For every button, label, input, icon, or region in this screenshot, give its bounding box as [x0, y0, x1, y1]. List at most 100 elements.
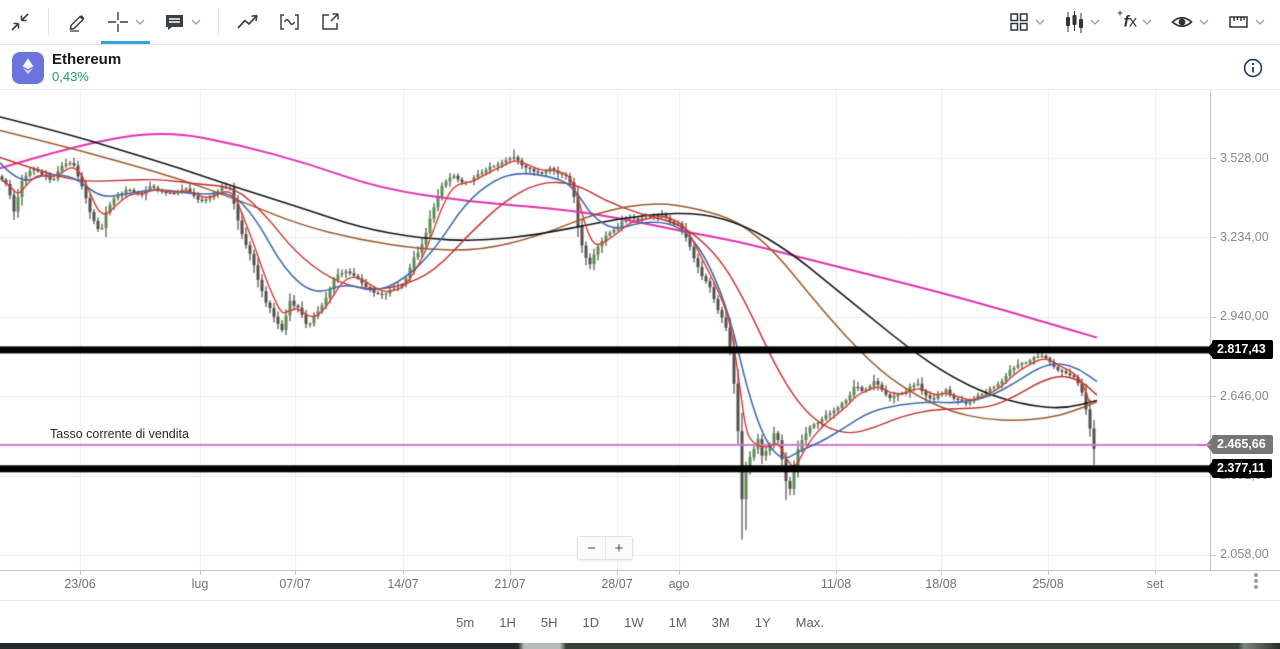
- ruler-icon: [1227, 11, 1250, 33]
- header-divider: [0, 89, 1280, 90]
- candlestick-icon: [1063, 10, 1085, 34]
- zoom-in-button[interactable]: +: [605, 537, 632, 559]
- measure-button[interactable]: [1218, 0, 1274, 44]
- expand-chart-button[interactable]: [310, 0, 350, 44]
- visibility-button[interactable]: [1161, 0, 1218, 44]
- chevron-down-icon: [1035, 19, 1045, 25]
- x-axis-tick: [200, 570, 201, 575]
- x-axis-tick: [510, 570, 511, 575]
- toolbar-left-group: [0, 0, 350, 44]
- x-axis-tick: [836, 570, 837, 575]
- chart-type-button[interactable]: [1054, 0, 1109, 44]
- x-axis-tick: [941, 570, 942, 575]
- trend-line-icon: [236, 11, 260, 33]
- symbol-name: Ethereum: [52, 51, 122, 68]
- timeframe-button-3m[interactable]: 3M: [704, 610, 738, 635]
- x-axis-tick: [80, 570, 81, 575]
- chevron-down-icon: [1199, 19, 1209, 25]
- eye-icon: [1170, 11, 1194, 33]
- zoom-out-button[interactable]: −: [578, 537, 605, 559]
- y-axis-tick: [1211, 158, 1216, 159]
- price-level-badge[interactable]: 2.817,43: [1206, 340, 1273, 360]
- toolbar-separator: [48, 8, 49, 36]
- timeframe-button-1m[interactable]: 1M: [661, 610, 695, 635]
- x-axis-label: 07/07: [279, 577, 311, 591]
- price-level-badge[interactable]: 2.377,11: [1206, 459, 1272, 479]
- level-line-stub: [1198, 443, 1211, 446]
- timeframe-button-1h[interactable]: 1H: [491, 610, 524, 635]
- bottom-window-edge: [0, 643, 1280, 649]
- annotation-button[interactable]: [154, 0, 210, 44]
- time-axis-border: [0, 570, 1280, 571]
- chevron-down-icon: [135, 19, 145, 25]
- timeframe-button-5h[interactable]: 5H: [533, 610, 566, 635]
- trend-line-button[interactable]: [227, 0, 269, 44]
- active-tool-indicator: [101, 41, 150, 44]
- x-axis-tick: [295, 570, 296, 575]
- timeframe-button-1w[interactable]: 1W: [616, 610, 652, 635]
- top-toolbar: +fx: [0, 0, 1280, 45]
- indicators-button[interactable]: +fx: [1109, 0, 1161, 44]
- timeframe-button-1y[interactable]: 1Y: [747, 610, 779, 635]
- chevron-down-icon: [1142, 19, 1152, 25]
- x-axis-tick: [1155, 570, 1156, 575]
- collapse-button[interactable]: [0, 0, 40, 44]
- x-axis-tick: [1048, 570, 1049, 575]
- wave-pattern-button[interactable]: [269, 0, 310, 44]
- toolbar-right-group: +fx: [999, 0, 1280, 44]
- symbol-change-percent: 0,43%: [52, 69, 89, 84]
- timeframe-button-max[interactable]: Max.: [788, 610, 832, 635]
- y-axis-tick: [1211, 554, 1216, 556]
- chevron-down-icon: [1090, 19, 1100, 25]
- timeframe-button-5m[interactable]: 5m: [448, 610, 482, 635]
- chevron-down-icon: [1255, 19, 1265, 25]
- timeframe-divider: [0, 600, 1280, 601]
- chevron-down-icon: [191, 19, 201, 25]
- collapse-icon: [9, 11, 31, 33]
- y-axis-label: 2.940,00: [1220, 309, 1269, 324]
- y-axis-tick: [1211, 396, 1216, 398]
- layout-grid-button[interactable]: [999, 0, 1054, 44]
- expand-icon: [319, 11, 341, 33]
- wave-bracket-icon: [278, 11, 301, 33]
- x-axis-label: ago: [668, 577, 690, 591]
- y-axis-label: 3.234,00: [1220, 229, 1269, 244]
- level-label: Tasso corrente di vendita: [50, 426, 189, 441]
- y-axis-tick: [1211, 237, 1216, 239]
- symbol-header: Ethereum 0,43%: [0, 46, 1280, 90]
- zoom-controls: − +: [577, 536, 633, 560]
- ethereum-icon: [18, 56, 38, 81]
- x-axis-tick: [403, 570, 404, 575]
- info-button[interactable]: [1242, 57, 1264, 84]
- toolbar-separator: [218, 8, 219, 36]
- x-axis-label: 28/07: [601, 577, 633, 591]
- x-axis-label: 14/07: [387, 577, 419, 591]
- x-axis-label: lug: [191, 577, 209, 591]
- price-chart-canvas[interactable]: [0, 90, 1210, 570]
- indicators-fx-icon: +fx: [1117, 8, 1137, 31]
- y-axis-tick: [1211, 316, 1216, 318]
- x-axis-label: 11/08: [820, 577, 852, 591]
- axis-menu-button[interactable]: • • •: [1253, 567, 1259, 596]
- timeframe-button-1d[interactable]: 1D: [574, 610, 607, 635]
- y-axis-label: 2.646,00: [1220, 388, 1269, 403]
- crosshair-tool-button[interactable]: [97, 0, 154, 44]
- info-icon: [1242, 58, 1264, 83]
- price-axis-border: [1210, 90, 1211, 570]
- timeframe-bar: 5m 1H 5H 1D 1W 1M 3M 1Y Max.: [0, 601, 1280, 644]
- x-axis-label: 23/06: [64, 577, 96, 591]
- pencil-icon: [66, 11, 88, 33]
- x-axis-label: 21/07: [494, 577, 526, 591]
- x-axis-tick: [617, 570, 618, 575]
- y-axis-label: 3.528,00: [1220, 150, 1269, 165]
- annotation-icon: [163, 11, 186, 33]
- x-axis-label: 25/08: [1032, 577, 1064, 591]
- layout-grid-icon: [1008, 11, 1030, 33]
- crosshair-icon: [106, 10, 130, 34]
- price-level-badge[interactable]: 2.465,66: [1206, 435, 1273, 455]
- x-axis-label: set: [1146, 577, 1164, 591]
- x-axis-tick: [679, 570, 680, 575]
- y-axis-label: 2.058,00: [1220, 547, 1269, 562]
- draw-button[interactable]: [57, 0, 97, 44]
